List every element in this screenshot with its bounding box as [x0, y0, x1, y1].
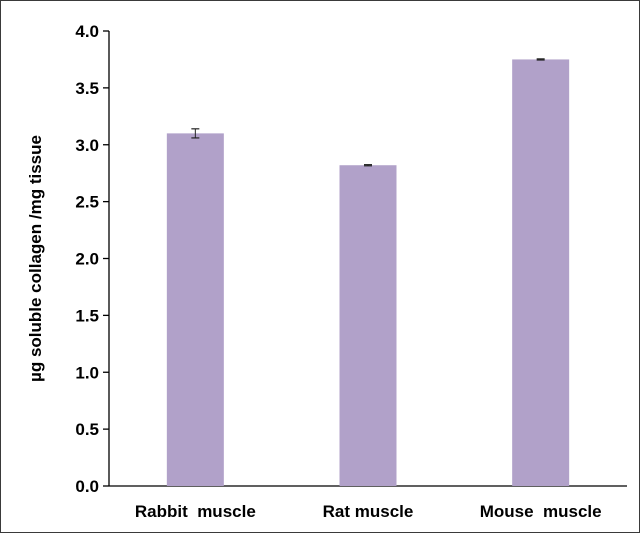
- y-axis-title: µg soluble collagen /mg tissue: [26, 135, 45, 382]
- bar: [512, 59, 570, 486]
- y-axis: 0.0 0.5 1.0 1.5 2.0 2.5 3.0 3.5 4.0: [75, 22, 110, 496]
- y-tick-label: 4.0: [75, 22, 99, 41]
- category-label: Mouse muscle: [480, 502, 602, 521]
- y-tick-label: 0.5: [75, 420, 99, 439]
- category-label: Rat muscle: [323, 502, 414, 521]
- y-tick-label: 2.5: [75, 193, 99, 212]
- y-tick-label: 1.5: [75, 306, 99, 325]
- bars: [166, 59, 570, 486]
- y-tick-label: 3.0: [75, 136, 99, 155]
- y-tick-label: 2.0: [75, 250, 99, 269]
- y-tick-label: 3.5: [75, 79, 99, 98]
- category-label: Rabbit muscle: [135, 502, 256, 521]
- error-bars: [191, 58, 545, 167]
- y-tick-label: 0.0: [75, 477, 99, 496]
- category-labels: Rabbit muscle Rat muscle Mouse muscle: [135, 502, 602, 521]
- y-tick-label: 1.0: [75, 363, 99, 382]
- bar: [166, 133, 224, 486]
- bar: [339, 165, 397, 486]
